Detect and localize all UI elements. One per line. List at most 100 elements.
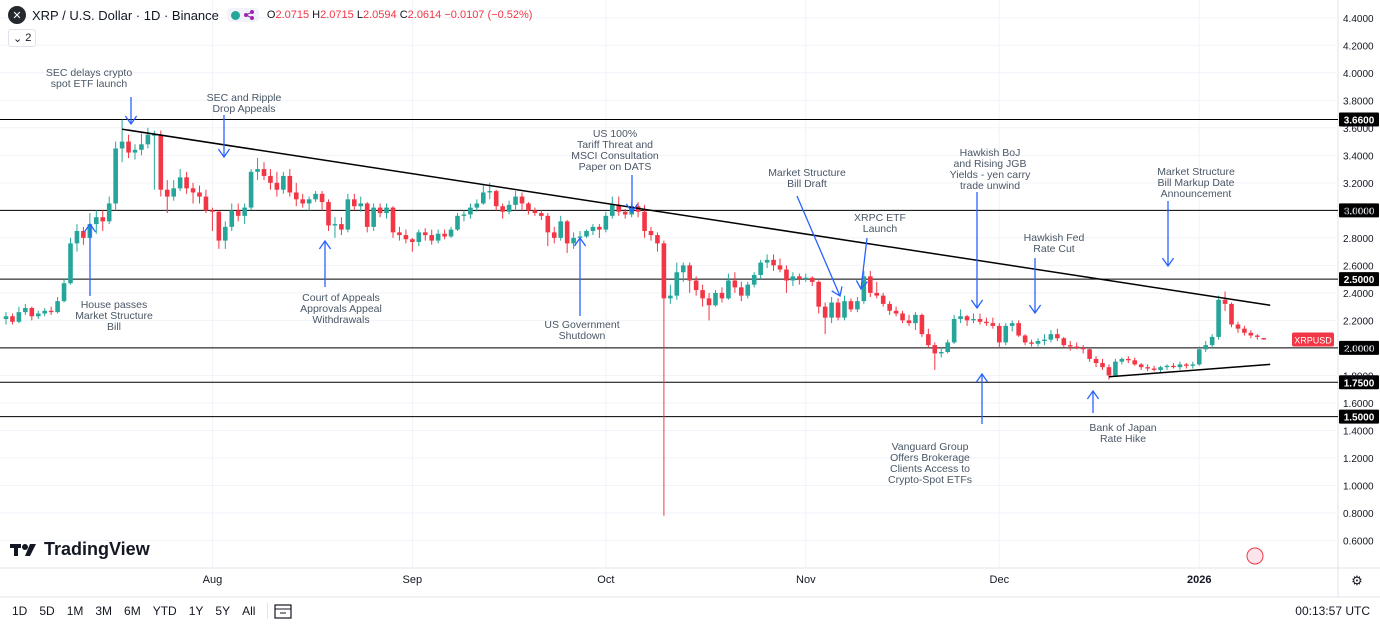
candle-body: [951, 319, 957, 343]
level-label-box: [1339, 272, 1379, 287]
market-open-icon: [230, 10, 240, 20]
level-label: 1.7500: [1344, 378, 1375, 389]
y-tick-label: 4.2000: [1343, 41, 1374, 52]
annotation-arrowhead-icon: [318, 239, 332, 250]
candle-body: [610, 204, 615, 216]
candle-body: [945, 342, 950, 353]
candle-body: [997, 325, 1002, 343]
candle-body: [835, 302, 841, 318]
candle-body: [410, 239, 415, 242]
candle-body: [822, 306, 828, 318]
tradingview-logo[interactable]: TradingView: [10, 539, 150, 560]
candle-body: [61, 283, 67, 302]
utc-clock[interactable]: 00:13:57 UTC: [1295, 604, 1370, 618]
annotation-label: Vanguard Group: [892, 441, 969, 453]
timeframe-5y[interactable]: 5Y: [215, 604, 231, 618]
indicators-toggle-button[interactable]: ⌄ 2: [8, 29, 37, 47]
symbol-title[interactable]: XRP / U.S. Dollar · 1D · Binance: [32, 7, 219, 23]
tradingview-logo-text: TradingView: [44, 539, 150, 559]
candle-body: [468, 207, 473, 215]
y-tick-label: 3.0000: [1343, 206, 1374, 217]
candle-body: [1209, 336, 1215, 346]
candle-body: [842, 301, 847, 318]
candle-body: [371, 207, 376, 227]
candle-body: [551, 232, 557, 238]
candle-body: [448, 229, 454, 237]
candle-body: [48, 310, 54, 313]
candle-body: [571, 237, 576, 244]
candle-body: [1248, 332, 1254, 336]
annotation-label: Bill Draft: [787, 178, 827, 190]
candle-body: [126, 141, 131, 153]
candle-body: [764, 259, 770, 263]
price-axis[interactable]: 0.6000 0.8000 1.0000 1.2000 1.4000 1.6000 1.80…: [1343, 14, 1374, 548]
timeframe-3m[interactable]: 3M: [95, 604, 113, 618]
annotation-arrowhead-icon: [1028, 304, 1042, 315]
candle-body: [55, 301, 60, 313]
candle-body: [1190, 364, 1196, 366]
candle-body: [597, 226, 602, 230]
candle-body: [1164, 365, 1170, 368]
candle-body: [1138, 364, 1144, 368]
annotation-label: Rate Hike: [1100, 433, 1146, 445]
candle-body: [603, 215, 609, 230]
candle-body: [171, 188, 176, 197]
candle-body: [732, 280, 738, 288]
tradingview-mark-icon: [10, 543, 36, 556]
candle-body: [558, 221, 563, 238]
annotation-label: Rate Cut: [1033, 243, 1075, 255]
candle-body: [455, 215, 460, 230]
candle-body: [861, 276, 867, 302]
candle-body: [777, 265, 783, 270]
x-tick-label: Oct: [597, 574, 614, 586]
candle-body: [10, 316, 15, 322]
level-label: 1.5000: [1344, 413, 1375, 424]
timeframe-ytd[interactable]: YTD: [152, 604, 177, 618]
candle-body: [352, 199, 357, 207]
candle-body: [139, 144, 144, 150]
candle-body: [3, 316, 9, 320]
candle-body: [74, 230, 80, 244]
timeframe-1y[interactable]: 1Y: [188, 604, 204, 618]
timeframe-1m[interactable]: 1M: [66, 604, 84, 618]
status-pill[interactable]: [226, 8, 259, 22]
candle-body: [429, 235, 434, 241]
candle-body: [687, 265, 692, 281]
timeframe-1d[interactable]: 1D: [12, 604, 28, 618]
date-range-icon[interactable]: [274, 603, 293, 619]
timeframe-6m[interactable]: 6M: [124, 604, 141, 618]
candle-body: [442, 233, 447, 237]
y-tick-label: 0.8000: [1343, 509, 1374, 520]
candle-body: [100, 217, 106, 222]
timeframe-5d[interactable]: 5D: [39, 604, 55, 618]
candle-body: [397, 232, 402, 236]
level-label: 2.5000: [1344, 275, 1375, 286]
timeframe-all[interactable]: All: [242, 604, 256, 618]
candle-body: [1145, 367, 1150, 369]
divider: [267, 603, 269, 619]
symbol-tag-label: XRPUSD: [1294, 335, 1332, 345]
candle-body: [784, 269, 789, 281]
candle-body: [532, 210, 538, 214]
candle-body: [668, 295, 673, 299]
candle-body: [1035, 341, 1041, 344]
annotation-label: Shutdown: [559, 330, 606, 342]
candle-body: [487, 191, 493, 193]
candle-body: [1203, 345, 1208, 350]
candle-body: [1261, 338, 1267, 340]
candle-body: [990, 323, 996, 326]
time-axis[interactable]: Aug Sep Oct Nov Dec 2026 ⚙: [203, 573, 1363, 588]
candle-body: [364, 203, 370, 227]
y-tick-label: 2.6000: [1343, 261, 1374, 272]
annotation-arrowhead-icon: [217, 148, 231, 159]
candle-body: [216, 211, 222, 241]
level-label-box: [1339, 409, 1379, 424]
annotation-label: Withdrawals: [312, 314, 369, 326]
candle-body: [919, 314, 925, 335]
level-label: 3.6600: [1344, 116, 1375, 127]
